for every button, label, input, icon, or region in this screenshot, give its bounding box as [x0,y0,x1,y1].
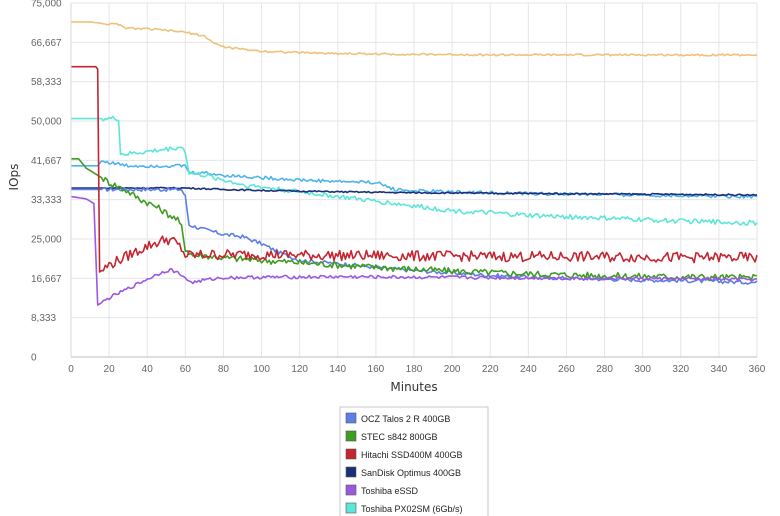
series-line-5 [71,115,758,226]
y-tick-label: 75,000 [31,0,62,10]
legend-swatch [345,448,357,460]
legend-label: Toshiba PX02SM (6Gb/s) [361,504,463,514]
x-tick-label: 300 [634,364,651,375]
x-tick-label: 100 [253,364,270,375]
x-tick-label: 80 [218,364,230,375]
grid-layer [70,2,758,358]
y-tick-label: 66,667 [31,38,62,49]
x-tick-label: 260 [558,364,575,375]
legend-box [339,406,489,516]
legend-swatch [345,502,357,514]
series-line-6 [71,21,758,57]
x-tick-label: 20 [104,364,116,375]
series-line-3 [71,186,758,197]
y-tick-label: 8,333 [31,313,56,324]
legend-swatch [345,484,357,496]
legend-label: Toshiba eSSD [361,486,419,496]
series-line-2 [71,65,758,273]
series-layer [70,21,758,306]
x-tick-label: 60 [180,364,192,375]
y-tick-label: 58,333 [31,77,62,88]
x-tick-label: 160 [368,364,385,375]
series-line-4 [70,195,758,306]
legend-label: Hitachi SSD400M 400GB [361,450,463,460]
y-tick-label: 33,333 [31,195,62,206]
y-tick-label: 0 [31,353,37,364]
legend-label: OCZ Talos 2 R 400GB [361,414,450,424]
x-tick-label: 340 [711,364,728,375]
legend-swatch [345,466,357,478]
y-tick-label: 50,000 [31,117,62,128]
legend-label: STEC s842 800GB [361,432,438,442]
x-axis-title: Minutes [390,380,437,394]
y-tick-label: 25,000 [31,235,62,246]
x-tick-label: 280 [596,364,613,375]
x-tick-label: 320 [672,364,689,375]
legend-swatch [345,430,357,442]
legend-label: SanDisk Optimus 400GB [361,468,461,478]
x-tick-label: 240 [520,364,537,375]
series-line-7 [71,160,758,199]
legend-swatch [345,412,357,424]
y-axis-title: IOps [7,164,21,191]
legend: OCZ Talos 2 R 400GB STEC s842 800GB Hitach… [339,406,489,516]
x-tick-label: 120 [291,364,308,375]
x-tick-label: 140 [329,364,346,375]
x-tick-label: 200 [444,364,461,375]
x-tick-label: 360 [749,364,766,375]
axis-layer: 0 20 40 60 80 100 120 140 160 180 200 220 240 260 280 3… [31,0,766,375]
y-tick-label: 16,667 [31,274,62,285]
series-line-1 [71,158,758,282]
x-tick-label: 180 [406,364,423,375]
x-tick-label: 40 [142,364,154,375]
x-tick-label: 0 [68,364,74,375]
y-tick-label: 41,667 [31,156,62,167]
x-tick-label: 220 [482,364,499,375]
